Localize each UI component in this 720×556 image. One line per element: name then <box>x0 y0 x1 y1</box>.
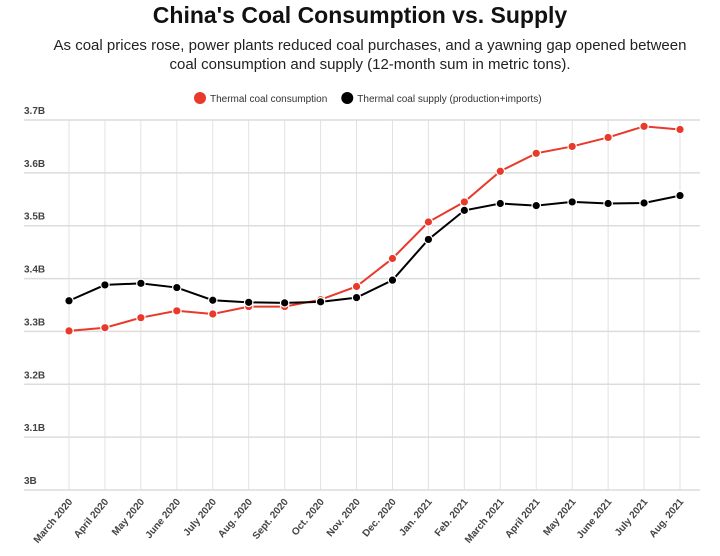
x-tick-label: April 2020 <box>72 497 111 541</box>
y-tick-label: 3.1B <box>24 423 45 434</box>
data-point <box>603 132 613 143</box>
y-tick-label: 3.3B <box>24 317 45 328</box>
chart-title: China's Coal Consumption vs. Supply <box>152 2 568 28</box>
legend-marker <box>341 92 354 104</box>
x-tick-label: Aug. 2020 <box>216 497 255 541</box>
data-point <box>351 292 362 303</box>
data-point <box>136 312 146 323</box>
data-point <box>459 197 470 207</box>
x-tick-label: May 2021 <box>541 497 578 538</box>
data-point <box>639 198 649 208</box>
data-point <box>423 234 434 245</box>
data-point <box>207 295 218 306</box>
y-tick-label: 3.7B <box>24 106 45 117</box>
data-point <box>387 275 398 285</box>
x-tick-label: June 2020 <box>144 497 184 541</box>
data-point <box>100 322 110 333</box>
x-tick-label: July 2021 <box>613 497 651 539</box>
data-point <box>495 198 506 209</box>
data-point <box>315 297 326 307</box>
data-point <box>387 253 398 264</box>
data-point <box>351 281 362 292</box>
y-tick-label: 3.2B <box>24 370 45 381</box>
x-tick-label: March 2020 <box>32 497 76 546</box>
legend-label: Thermal coal supply (production+imports) <box>357 94 541 105</box>
data-point <box>675 124 685 135</box>
x-tick-label: Jan. 2021 <box>397 497 435 539</box>
data-point <box>207 309 218 319</box>
x-tick-label: Aug. 2021 <box>647 497 686 541</box>
data-point <box>495 166 506 177</box>
data-point <box>172 306 182 316</box>
data-point <box>567 141 577 152</box>
data-point <box>567 197 577 207</box>
data-point <box>279 298 290 308</box>
series-line <box>68 194 681 304</box>
data-point <box>136 278 146 289</box>
data-point <box>639 121 649 132</box>
legend-label: Thermal coal consumption <box>210 94 327 105</box>
x-tick-label: May 2020 <box>110 497 147 538</box>
data-point <box>531 148 542 159</box>
x-tick-label: Sept. 2020 <box>251 497 292 542</box>
data-point <box>459 205 470 216</box>
y-tick-label: 3.4B <box>24 265 45 276</box>
x-tick-label: Oct. 2020 <box>290 497 327 538</box>
data-point <box>423 217 434 227</box>
x-tick-label: Nov. 2020 <box>325 497 363 540</box>
data-point <box>675 190 685 201</box>
y-tick-label: 3B <box>24 476 37 487</box>
data-point <box>64 295 74 306</box>
x-tick-label: Dec. 2020 <box>361 497 399 540</box>
x-tick-label: April 2021 <box>503 497 542 541</box>
chart-subtitle: As coal prices rose, power plants reduce… <box>53 37 687 73</box>
data-point <box>172 282 182 293</box>
data-point <box>100 280 110 290</box>
data-point <box>64 326 74 336</box>
y-tick-label: 3.5B <box>24 212 45 223</box>
series-line <box>68 125 681 332</box>
data-point <box>531 200 542 211</box>
x-tick-label: June 2021 <box>575 497 615 541</box>
y-tick-label: 3.6B <box>24 159 45 170</box>
x-tick-label: July 2020 <box>182 497 220 539</box>
x-tick-label: Feb. 2021 <box>433 497 471 539</box>
legend-marker <box>194 92 206 104</box>
data-point <box>243 297 254 308</box>
data-point <box>603 198 613 209</box>
